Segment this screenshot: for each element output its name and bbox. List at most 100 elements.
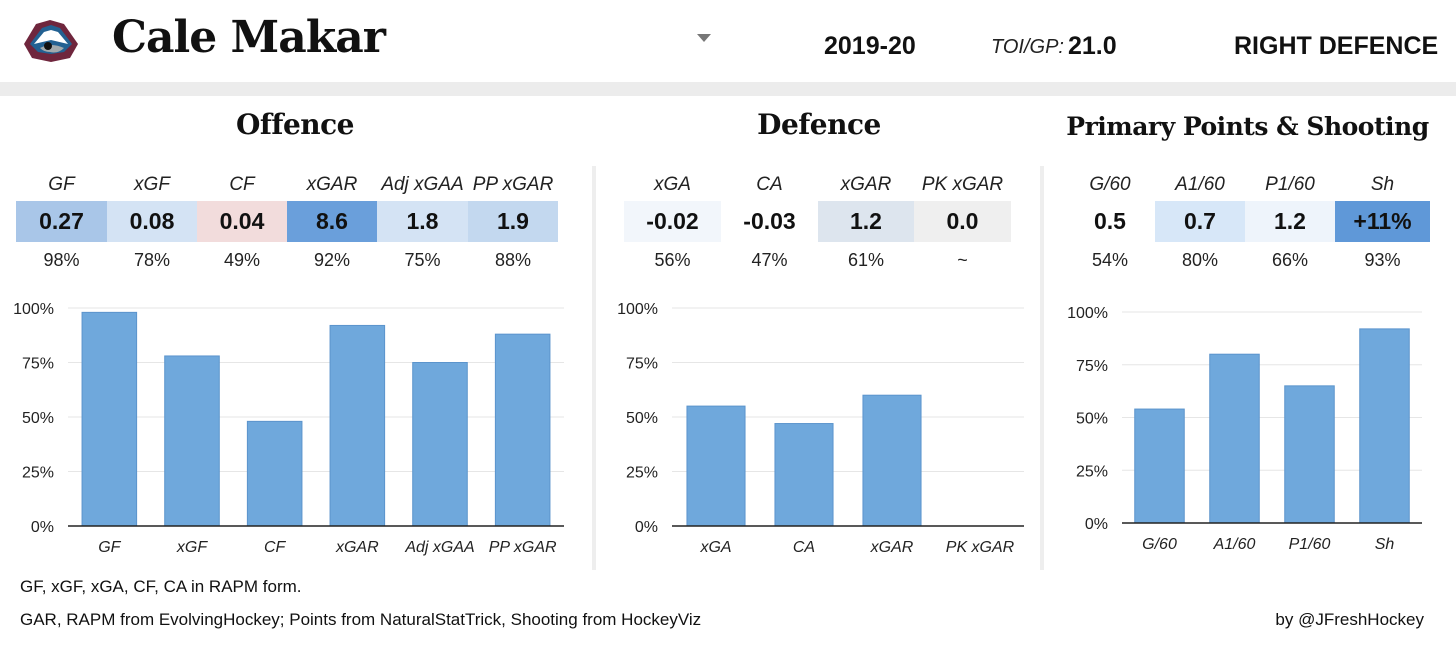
stat-label: xGF — [134, 174, 170, 195]
stat-percentile: 80% — [1181, 250, 1219, 270]
y-tick-label: 50% — [22, 410, 54, 427]
bar — [1284, 385, 1335, 524]
stat-percentile: 56% — [654, 250, 691, 270]
stat-percentile: ~ — [957, 250, 968, 270]
x-tick-label: G/60 — [1142, 536, 1177, 553]
stat-percentile: 88% — [494, 250, 532, 270]
author-credit: by @JFreshHockey — [1275, 610, 1424, 629]
stat-percentile: 61% — [847, 250, 885, 270]
stat-label: PP xGAR — [472, 174, 554, 195]
stat-value-cell: 0.04 — [197, 201, 287, 242]
stat-label: Adj xGAA — [381, 174, 464, 195]
stat-label: Sh — [1370, 174, 1395, 195]
player-name: Cale Makar — [112, 12, 386, 63]
y-tick-label: 0% — [1085, 516, 1108, 533]
x-tick-label: xGA — [699, 539, 731, 556]
bar — [1134, 408, 1185, 524]
x-tick-label: A1/60 — [1213, 536, 1256, 553]
y-tick-label: 0% — [635, 519, 658, 536]
x-tick-label: PP xGAR — [489, 539, 557, 556]
x-tick-label: xGAR — [335, 539, 379, 556]
stat-value-cell: 1.9 — [468, 201, 558, 242]
season-label: 2019-20 — [824, 32, 916, 60]
y-tick-label: 100% — [1067, 305, 1108, 322]
x-tick-label: Adj xGAA — [404, 539, 474, 556]
stat-value-cell: 0.0 — [914, 201, 1011, 242]
stat-value-cell: 0.08 — [107, 201, 197, 242]
y-tick-label: 75% — [22, 356, 54, 373]
stat-value-cell: 0.5 — [1065, 201, 1155, 242]
x-tick-label: Sh — [1375, 536, 1395, 553]
y-tick-label: 25% — [22, 465, 54, 482]
x-tick-label: CF — [264, 539, 287, 556]
y-tick-label: 100% — [13, 301, 54, 318]
stat-label: xGA — [654, 174, 691, 195]
stat-percentile: 47% — [751, 250, 788, 270]
bar — [164, 355, 220, 527]
x-tick-label: CA — [793, 539, 815, 556]
chevron-down-icon[interactable] — [697, 34, 711, 42]
stat-label: GF — [48, 174, 75, 195]
x-tick-label: xGF — [176, 539, 208, 556]
bar — [1359, 328, 1410, 524]
bar — [862, 394, 922, 527]
y-tick-label: 25% — [626, 465, 658, 482]
offence-title: Offence — [235, 108, 355, 141]
toi-value: 21.0 — [1068, 32, 1117, 60]
y-tick-label: 50% — [1076, 411, 1108, 428]
stat-percentile: 75% — [404, 250, 441, 270]
stat-percentile: 49% — [223, 250, 261, 270]
bar — [1209, 353, 1260, 524]
header-band — [0, 82, 1456, 96]
toi-label: TOI/GP: — [991, 36, 1064, 58]
stat-label: CF — [229, 174, 255, 195]
y-tick-label: 50% — [626, 410, 658, 427]
stat-label: xGAR — [840, 174, 892, 195]
bar — [246, 420, 303, 527]
stat-percentile: 92% — [313, 250, 351, 270]
stat-label: xGAR — [306, 174, 358, 195]
stat-value-cell: 1.2 — [818, 201, 914, 242]
stat-value-cell: 8.6 — [287, 201, 377, 242]
stat-label: PK xGAR — [921, 174, 1004, 195]
stat-value-cell: +11% — [1335, 201, 1430, 242]
y-tick-label: 75% — [626, 356, 658, 373]
footnote-rapm: GF, xGF, xGA, CF, CA in RAPM form. — [20, 577, 302, 596]
x-tick-label: PK xGAR — [946, 539, 1015, 556]
section-divider — [1040, 166, 1044, 570]
stat-label: P1/60 — [1265, 174, 1315, 195]
points-title: Primary Points & Shooting — [1066, 112, 1429, 141]
bar — [329, 324, 386, 527]
footnote-sources: GAR, RAPM from EvolvingHockey; Points fr… — [20, 610, 702, 629]
y-tick-label: 75% — [1076, 358, 1108, 375]
x-tick-label: P1/60 — [1289, 536, 1331, 553]
x-tick-label: GF — [98, 539, 121, 556]
stat-value-cell: 1.2 — [1245, 201, 1335, 242]
stat-label: A1/60 — [1175, 174, 1225, 195]
stat-value-cell: -0.02 — [624, 201, 721, 242]
header: Cale Makar 2019-20 TOI/GP: 21.0 RIGHT DE… — [0, 0, 1456, 82]
defence-title: Defence — [757, 108, 881, 141]
stat-percentile: 98% — [43, 250, 80, 270]
stat-label: G/60 — [1089, 174, 1131, 195]
stat-percentile: 93% — [1364, 250, 1401, 270]
bar — [494, 333, 551, 527]
section-divider — [592, 166, 596, 570]
stat-value-cell: -0.03 — [721, 201, 818, 242]
bar — [81, 311, 138, 527]
stat-value-cell: 1.8 — [377, 201, 468, 242]
bar — [774, 423, 834, 527]
y-tick-label: 0% — [31, 519, 54, 536]
stat-value-cell: 0.27 — [16, 201, 107, 242]
stat-percentile: 66% — [1271, 250, 1309, 270]
stat-label: CA — [756, 174, 783, 195]
stat-percentile: 78% — [133, 250, 171, 270]
y-tick-label: 100% — [617, 301, 658, 318]
y-tick-label: 25% — [1076, 463, 1108, 480]
colorado-avalanche-logo-icon — [24, 20, 78, 62]
stat-percentile: 54% — [1091, 250, 1129, 270]
bar — [412, 362, 468, 527]
